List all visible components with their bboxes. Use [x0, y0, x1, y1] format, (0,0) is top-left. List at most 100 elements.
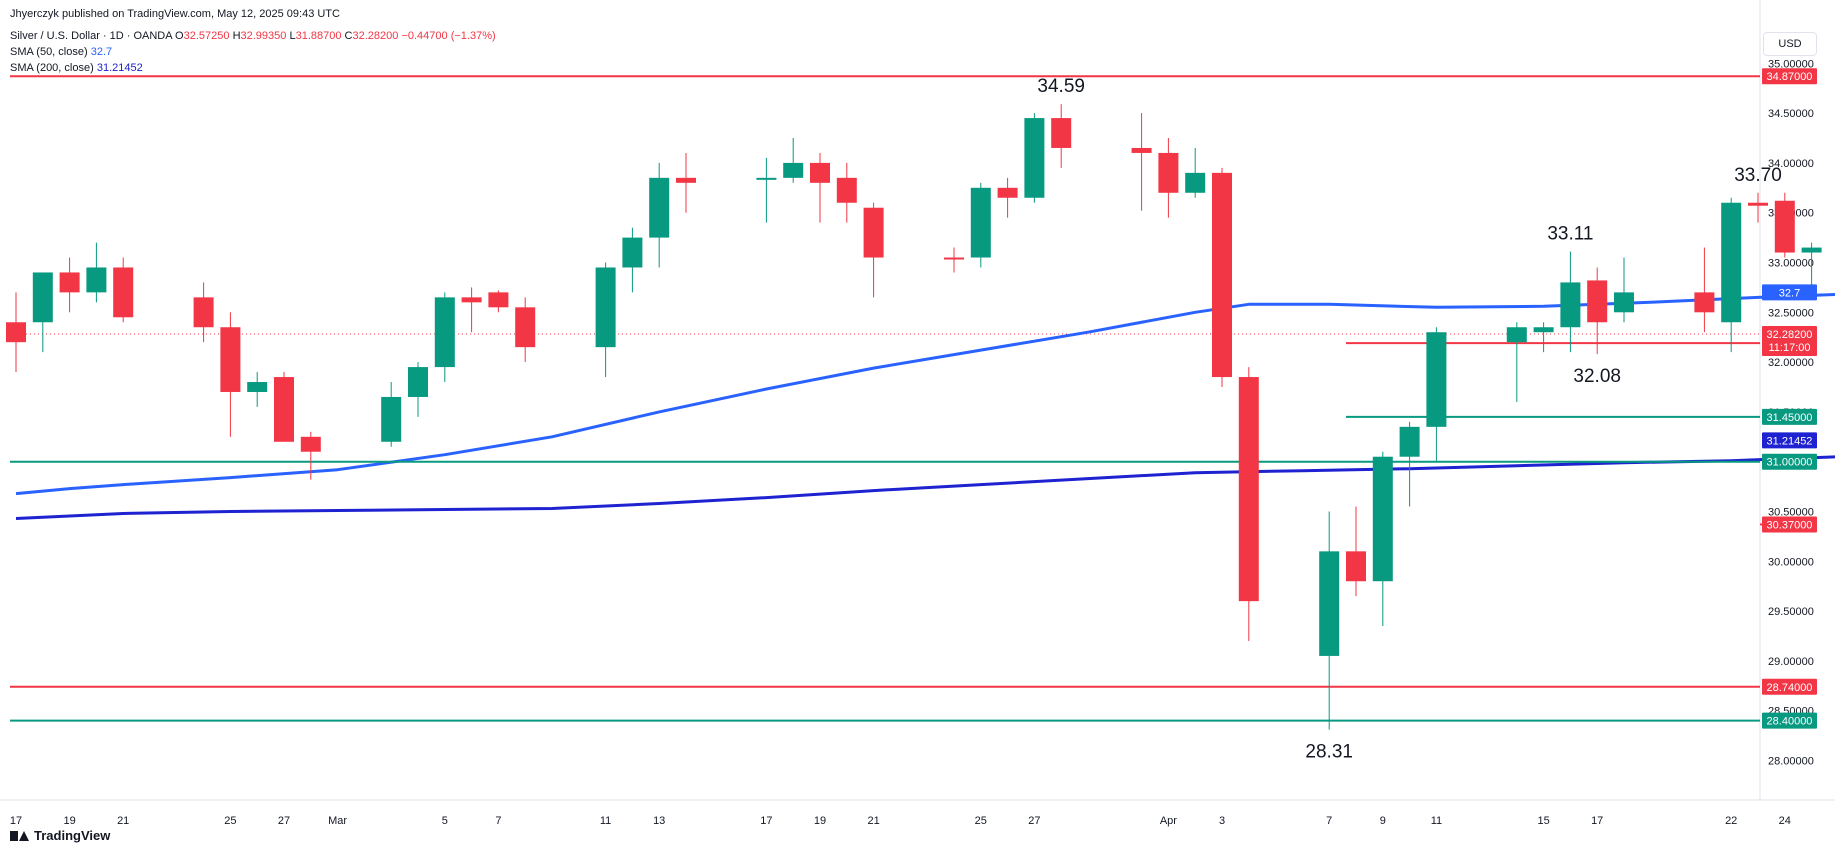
- candle: [300, 431, 321, 480]
- tradingview-footer: TradingView: [10, 828, 110, 843]
- x-tick-label: Apr: [1160, 815, 1177, 827]
- currency-button[interactable]: USD: [1763, 32, 1817, 56]
- candle-body: [863, 207, 884, 258]
- candle-body: [595, 267, 616, 348]
- candle-body: [381, 396, 402, 442]
- sma200-line: [15, 455, 1835, 520]
- candle: [220, 312, 241, 437]
- sma50-legend[interactable]: SMA (50, close) 32.7: [10, 46, 112, 58]
- price-axis-background: [1760, 0, 1835, 800]
- price-annotation: 28.31: [1305, 742, 1353, 763]
- candle: [1212, 167, 1232, 387]
- ohlc-high-label: H: [232, 30, 241, 42]
- candle: [676, 152, 696, 213]
- publisher-line: Jhyerczyk published on TradingView.com, …: [10, 8, 340, 20]
- sma200-legend[interactable]: SMA (200, close) 31.21452: [10, 62, 143, 74]
- candle: [1399, 421, 1420, 507]
- y-tick-label: 32.50000: [1768, 307, 1814, 319]
- level-price-tag: 34.87000: [1762, 68, 1817, 85]
- y-tick-label: 35.00000: [1768, 58, 1814, 70]
- candle: [595, 262, 616, 378]
- candle-body: [944, 257, 964, 260]
- candle: [1774, 192, 1795, 258]
- x-tick-label: 11: [1431, 815, 1442, 827]
- price-annotation: 33.11: [1547, 224, 1593, 245]
- price-annotation: 33.70: [1734, 165, 1782, 186]
- sma-price-tag-label: 31.21452: [1767, 435, 1813, 447]
- candle: [649, 162, 670, 268]
- y-tick-label: 33.00000: [1768, 258, 1814, 270]
- x-tick-label: 5: [442, 815, 448, 827]
- current-price-tag-background: [1762, 326, 1817, 357]
- level-price-tag-label: 31.00000: [1767, 457, 1813, 469]
- current-price-countdown: 11:17:00: [1768, 342, 1810, 354]
- candle-body: [970, 187, 991, 258]
- candle: [1319, 511, 1340, 730]
- y-tick-label: 32.00000: [1768, 357, 1814, 369]
- candle-body: [783, 162, 804, 178]
- sma50-value: 32.7: [90, 46, 113, 58]
- candle-body: [220, 327, 241, 392]
- sma200-label: SMA (200, close): [10, 62, 94, 74]
- y-tick-label: 30.00000: [1768, 556, 1814, 568]
- level-price-tag: 28.40000: [1762, 712, 1817, 729]
- candle: [756, 157, 777, 223]
- x-tick-label: 7: [495, 815, 501, 827]
- y-tick-label: 28.00000: [1768, 756, 1814, 768]
- y-tick-label: 29.50000: [1768, 606, 1814, 618]
- ohlc-low: 31.88700: [295, 30, 342, 42]
- x-tick-label: Mar: [328, 815, 347, 827]
- candle: [1614, 257, 1634, 323]
- x-tick-label: 11: [600, 815, 611, 827]
- candle: [1131, 113, 1152, 211]
- candle: [434, 292, 455, 383]
- y-tick-label: 34.50000: [1768, 108, 1814, 120]
- candle-body: [515, 307, 536, 348]
- sma50-label: SMA (50, close): [10, 46, 88, 58]
- candle-body: [32, 272, 53, 323]
- candle: [1051, 104, 1072, 168]
- candle-body: [836, 177, 857, 203]
- candle: [1185, 147, 1206, 198]
- x-tick-label: 27: [1028, 815, 1040, 827]
- ohlc-low-label: L: [289, 30, 296, 42]
- candle-body: [1774, 200, 1795, 253]
- ohlc-open-label: O: [175, 30, 184, 42]
- candle-body: [1587, 280, 1608, 323]
- candle-body: [1748, 202, 1768, 206]
- candle: [488, 290, 509, 313]
- level-price-tag: 30.37000: [1762, 516, 1817, 533]
- candle: [59, 257, 80, 313]
- candle-body: [1426, 332, 1447, 427]
- candle: [32, 272, 53, 353]
- candle-body: [1212, 172, 1232, 378]
- symbol-name: Silver / U.S. Dollar · 1D · OANDA: [10, 30, 172, 42]
- y-tick-label: 30.50000: [1768, 507, 1814, 519]
- current-price-tag-label: 32.28200: [1767, 329, 1813, 341]
- x-tick-label: 7: [1326, 815, 1332, 827]
- candle-body: [408, 367, 428, 397]
- level-price-tag-background: [1762, 408, 1817, 425]
- candle-body: [193, 297, 214, 328]
- candle-body: [247, 382, 268, 392]
- candle: [1346, 506, 1366, 597]
- x-tick-label: 3: [1219, 815, 1225, 827]
- ohlc-close: 32.28200: [352, 30, 399, 42]
- candle-body: [461, 297, 482, 303]
- candle-body: [997, 187, 1018, 198]
- candle: [1533, 322, 1554, 353]
- candle-body: [810, 162, 830, 183]
- candle: [863, 202, 884, 298]
- sma-price-tag-background: [1762, 284, 1817, 301]
- candle: [997, 177, 1018, 218]
- level-price-tag-label: 28.40000: [1767, 716, 1813, 728]
- x-tick-label: 21: [117, 815, 129, 827]
- candle-body: [1238, 377, 1259, 602]
- candle-body: [1319, 551, 1340, 656]
- candle: [1158, 138, 1179, 218]
- y-tick-label: 34.00000: [1768, 158, 1814, 170]
- x-tick-label: 13: [653, 815, 665, 827]
- sma-price-tag-background: [1762, 432, 1817, 449]
- candle-body: [59, 272, 80, 293]
